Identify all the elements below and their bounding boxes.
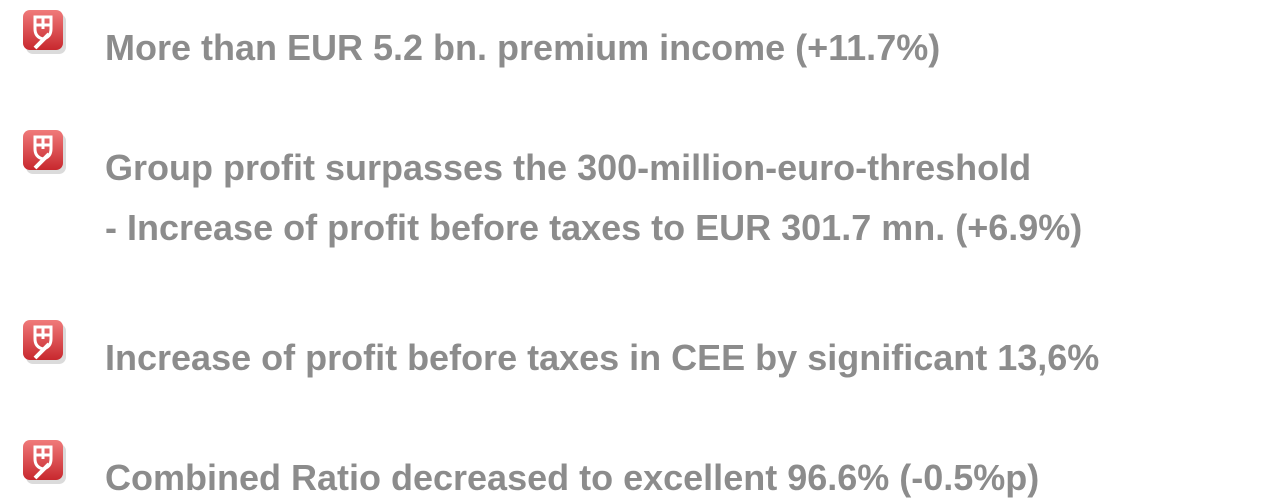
bullet-icon	[23, 320, 66, 364]
bullet-text: - Increase of profit before taxes to EUR…	[105, 207, 1083, 248]
bullet-icon	[23, 440, 66, 484]
bullet-text: Group profit surpasses the 300-million-e…	[105, 147, 1032, 188]
bullet-text: Increase of profit before taxes in CEE b…	[105, 337, 1100, 378]
icon	[22, 318, 70, 368]
icon	[22, 8, 70, 58]
bullet-text: Combined Ratio decreased to excellent 96…	[105, 457, 1040, 498]
icon	[22, 438, 70, 488]
bullet-icon	[23, 130, 66, 174]
icon	[22, 128, 70, 178]
bullet-text: More than EUR 5.2 bn. premium income (+1…	[105, 27, 941, 68]
bullet-icon	[23, 10, 66, 54]
